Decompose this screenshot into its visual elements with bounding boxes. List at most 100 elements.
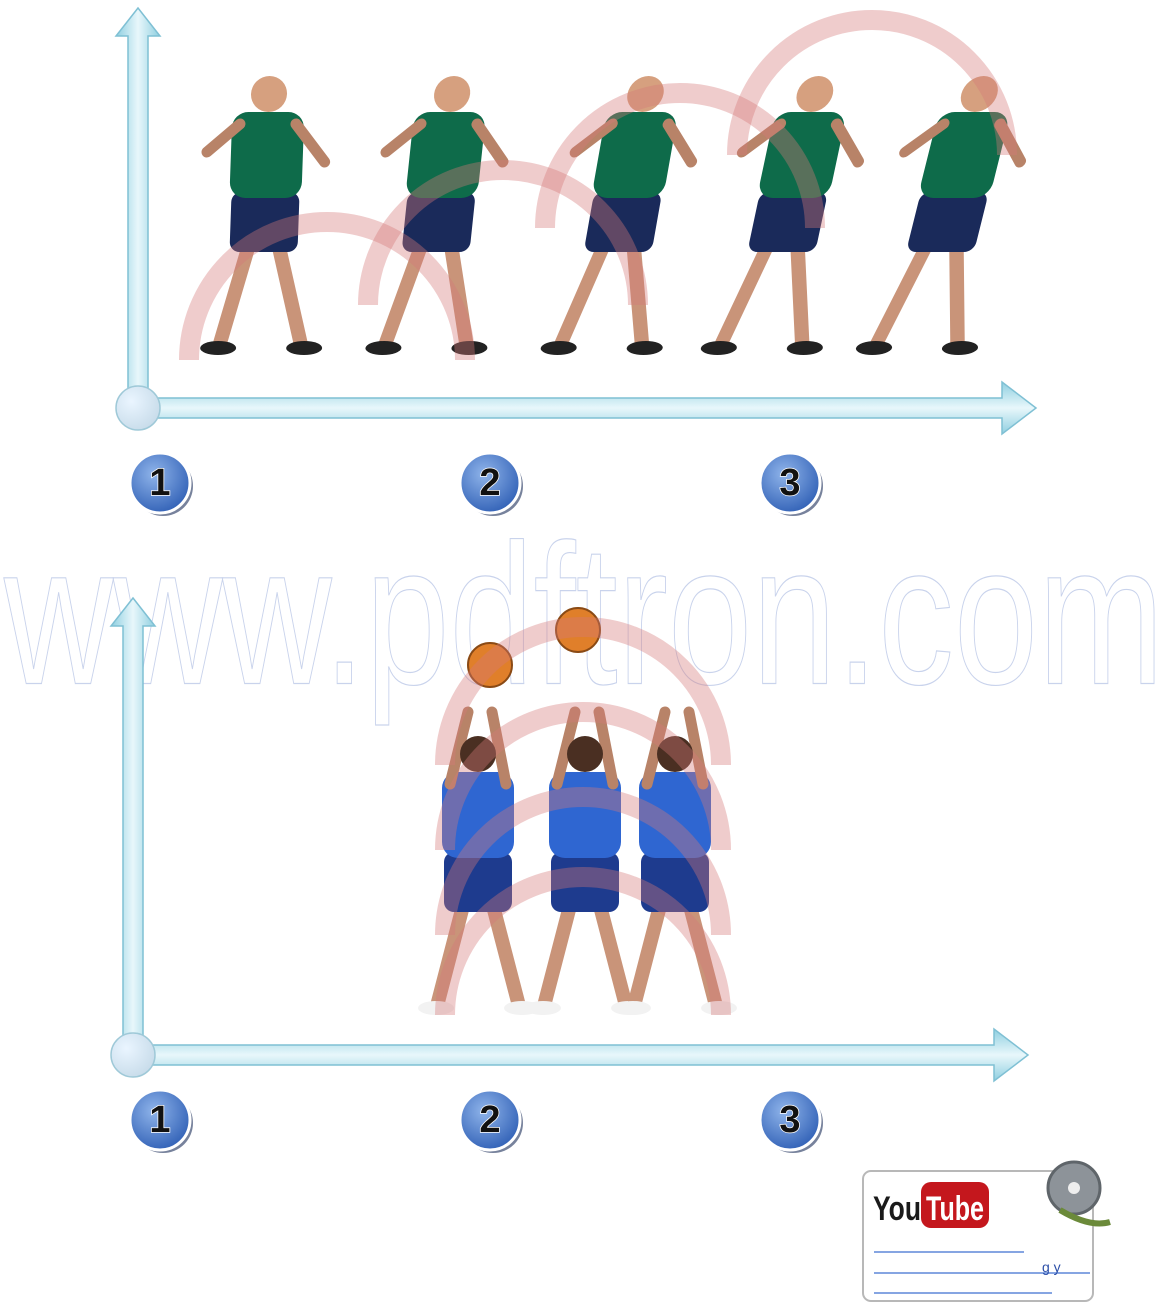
arm — [994, 118, 1027, 168]
shoe — [941, 341, 979, 355]
leg — [538, 895, 578, 1009]
arm — [486, 706, 512, 790]
motion-arc — [435, 702, 731, 851]
motion-arc — [179, 212, 475, 361]
y-axis-arrow — [109, 596, 157, 1056]
athlete — [200, 76, 331, 355]
athlete — [700, 76, 865, 355]
head — [250, 76, 288, 112]
leg — [270, 235, 308, 349]
reel-hub — [1068, 1182, 1080, 1194]
motion-arc — [435, 867, 731, 1016]
shoe — [540, 341, 577, 355]
shorts — [585, 192, 661, 252]
step-badge — [458, 451, 522, 515]
leg — [379, 235, 430, 349]
leg — [949, 235, 965, 349]
athlete — [615, 706, 737, 1015]
shoe — [451, 341, 488, 355]
arm — [593, 706, 619, 790]
shorts — [402, 192, 475, 252]
step-badge — [458, 1088, 522, 1152]
shorts — [229, 192, 300, 252]
shorts — [551, 852, 619, 912]
arm — [444, 706, 474, 790]
leg — [626, 235, 649, 349]
x-axis-arrow — [132, 1027, 1030, 1083]
arm — [662, 118, 698, 168]
arm — [683, 706, 709, 790]
shoe — [286, 341, 323, 355]
shirt — [549, 772, 621, 858]
head — [460, 736, 496, 772]
head — [796, 76, 834, 112]
arm — [471, 118, 509, 168]
leg — [682, 895, 722, 1009]
shoe — [786, 341, 823, 355]
leg — [592, 895, 632, 1009]
arm — [736, 118, 787, 158]
step-badge — [758, 451, 822, 515]
leg — [485, 895, 525, 1009]
motion-arc — [535, 83, 825, 229]
shoe — [365, 341, 402, 355]
shoe — [200, 341, 237, 355]
shirt — [759, 112, 844, 198]
leg — [443, 235, 474, 349]
logo-you: You — [873, 1190, 921, 1228]
shirt — [593, 112, 676, 198]
motion-arc — [727, 10, 1017, 156]
diagrams: 1 2 3 1 2 3 — [109, 6, 1038, 1153]
head — [657, 736, 693, 772]
motion-arc — [435, 787, 731, 936]
athlete — [525, 706, 647, 1015]
shirt — [442, 772, 514, 858]
leg — [790, 235, 810, 349]
shorts — [444, 852, 512, 912]
step-number: 2 — [479, 1099, 500, 1141]
leg — [213, 235, 257, 349]
athlete — [365, 76, 509, 355]
leg — [870, 235, 936, 349]
axis-origin — [115, 385, 161, 431]
logo-tube-box — [921, 1182, 989, 1228]
shoe — [525, 1001, 561, 1015]
shoe — [626, 341, 663, 355]
youtube-card: You Tube g y — [862, 1160, 1111, 1302]
step-number: 3 — [779, 462, 800, 504]
shirt — [406, 112, 485, 198]
step-number: 2 — [479, 462, 500, 504]
motion-arc — [358, 160, 648, 306]
shoe — [701, 1001, 737, 1015]
leg — [554, 235, 613, 349]
step-badge — [758, 1088, 822, 1152]
basketball — [555, 607, 601, 653]
arm — [830, 118, 865, 168]
axis-origin — [110, 1032, 156, 1078]
arm — [201, 118, 246, 158]
athlete — [540, 76, 698, 355]
leg — [714, 235, 777, 349]
logo-tube: Tube — [926, 1190, 984, 1228]
head — [434, 76, 471, 112]
leg — [628, 895, 668, 1009]
film-strip — [1058, 1207, 1111, 1227]
shoe — [855, 341, 893, 355]
arm — [551, 706, 581, 790]
leg — [431, 895, 471, 1009]
athlete — [855, 76, 1027, 355]
step-number: 3 — [779, 1099, 800, 1141]
y-axis-arrow — [114, 6, 162, 409]
athlete — [418, 706, 540, 1015]
head — [627, 76, 664, 112]
step-number: 1 — [149, 1099, 170, 1141]
shoe — [700, 341, 737, 355]
motion-arc — [435, 617, 731, 766]
shoe — [615, 1001, 651, 1015]
arm — [290, 118, 331, 168]
step-badge — [128, 1088, 192, 1152]
shirt — [639, 772, 711, 858]
shirt — [920, 112, 1008, 198]
arm — [569, 118, 618, 158]
